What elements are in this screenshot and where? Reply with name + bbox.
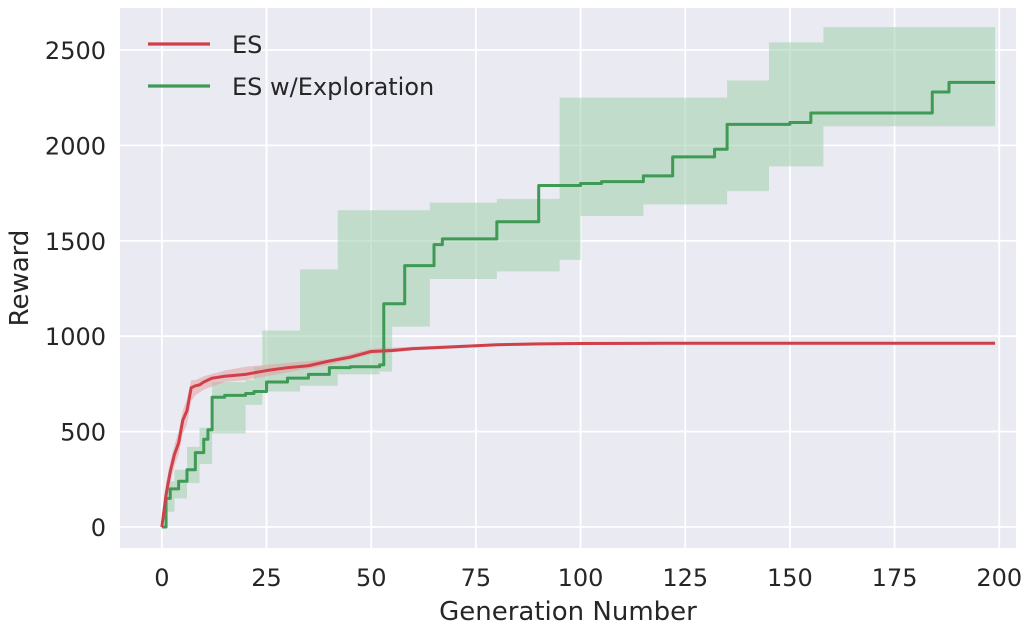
y-tick-label: 2500 [45, 37, 106, 65]
y-tick-label: 500 [60, 419, 106, 447]
confidence-bands [161, 27, 996, 528]
y-axis-label: Reward [5, 230, 35, 327]
y-tick-label: 1000 [45, 323, 106, 351]
x-tick-label: 25 [251, 564, 282, 592]
band-es-w-exploration [161, 27, 996, 528]
x-tick-label: 175 [872, 564, 918, 592]
series-line-es-w-exploration [161, 80, 996, 529]
y-tick-labels: 0 500 1000 1500 2000 2500 [45, 37, 106, 542]
legend-label-es-w-exploration: ES w/Exploration [232, 73, 434, 101]
x-tick-label: 200 [976, 564, 1022, 592]
x-axis-label: Generation Number [439, 597, 697, 627]
x-tick-labels: 0 25 50 75 100 125 150 175 200 [154, 564, 1022, 592]
legend: ES ES w/Exploration [148, 31, 434, 101]
x-tick-label: 150 [767, 564, 813, 592]
y-tick-label: 1500 [45, 228, 106, 256]
x-tick-label: 75 [461, 564, 492, 592]
y-tick-label: 0 [91, 514, 106, 542]
x-tick-label: 125 [662, 564, 708, 592]
y-tick-label: 2000 [45, 132, 106, 160]
x-tick-label: 0 [154, 564, 169, 592]
series-lines [160, 80, 996, 529]
x-tick-label: 100 [558, 564, 604, 592]
legend-label-es: ES [232, 31, 262, 59]
x-tick-label: 50 [356, 564, 387, 592]
series-line-es [160, 341, 996, 528]
